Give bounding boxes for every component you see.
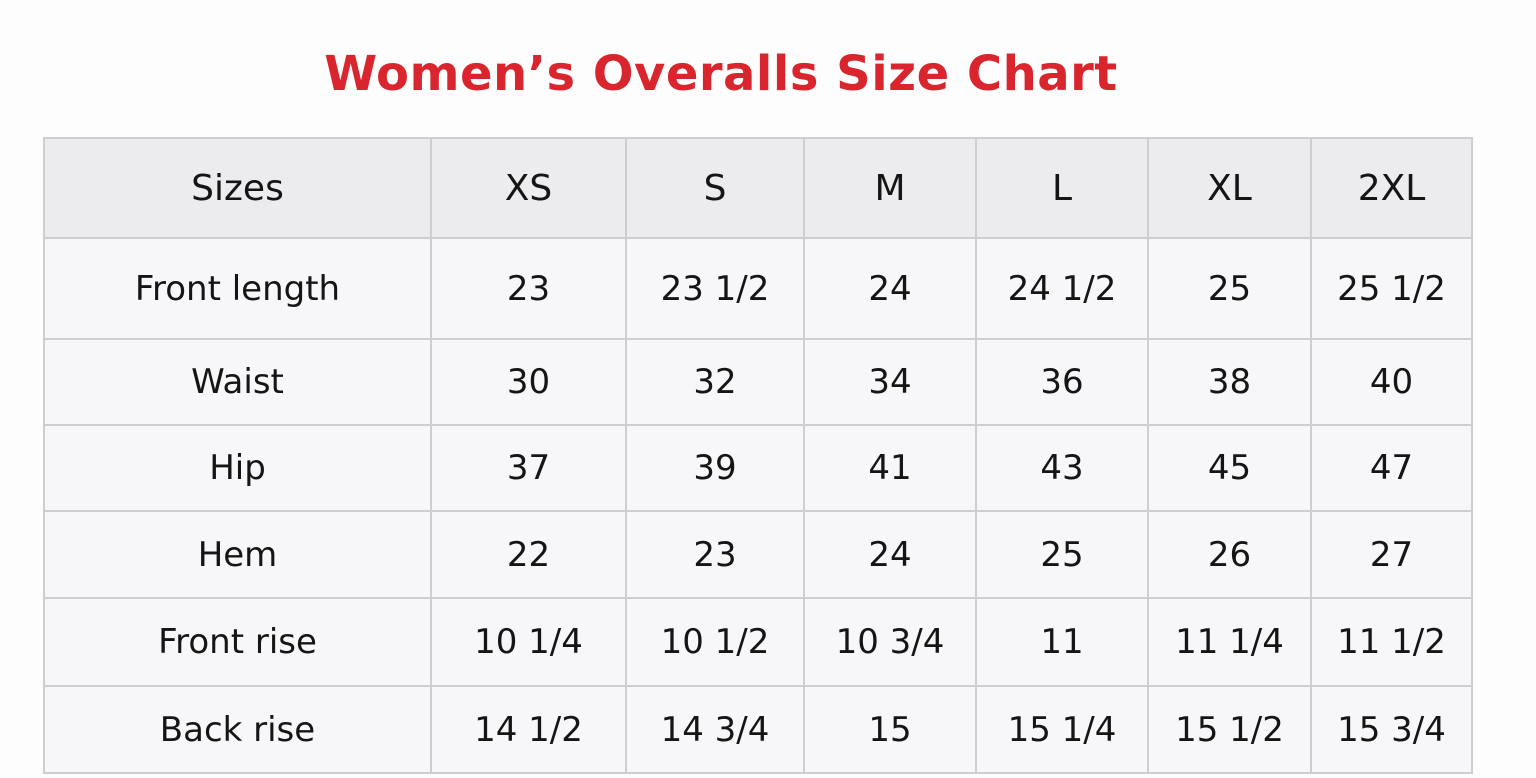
- table-row: Front rise 10 1/4 10 1/2 10 3/4 11 11 1/4 11 1…: [43, 597, 1473, 687]
- table-row: Waist 30 32 34 36 38 40: [43, 338, 1473, 426]
- row-label: Front rise: [43, 597, 432, 687]
- table-cell: 11 1/4: [1147, 597, 1312, 687]
- header-cell: XL: [1147, 137, 1312, 239]
- row-label: Back rise: [43, 685, 432, 774]
- row-label: Front length: [43, 237, 432, 340]
- table-cell: 15 1/2: [1147, 685, 1312, 774]
- table-cell: 37: [430, 424, 627, 512]
- table-cell: 14 3/4: [625, 685, 805, 774]
- table-cell: 11: [975, 597, 1149, 687]
- table-cell: 11 1/2: [1310, 597, 1473, 687]
- table-cell: 32: [625, 338, 805, 426]
- table-row: Back rise 14 1/2 14 3/4 15 15 1/4 15 1/2 15 3/…: [43, 685, 1473, 774]
- table-cell: 25 1/2: [1310, 237, 1473, 340]
- table-cell: 41: [803, 424, 977, 512]
- header-cell: 2XL: [1310, 137, 1473, 239]
- header-cell: M: [803, 137, 977, 239]
- size-table: Sizes XS S M L XL 2XL Front length 23 23 1/2 24 24 …: [43, 137, 1473, 774]
- table-cell: 14 1/2: [430, 685, 627, 774]
- table-cell: 25: [1147, 237, 1312, 340]
- table-cell: 40: [1310, 338, 1473, 426]
- table-cell: 26: [1147, 510, 1312, 599]
- table-row: Hip 37 39 41 43 45 47: [43, 424, 1473, 512]
- table-cell: 10 3/4: [803, 597, 977, 687]
- table-cell: 10 1/4: [430, 597, 627, 687]
- table-cell: 15 3/4: [1310, 685, 1473, 774]
- table-cell: 25: [975, 510, 1149, 599]
- table-row: Hem 22 23 24 25 26 27: [43, 510, 1473, 599]
- table-cell: 15: [803, 685, 977, 774]
- table-cell: 45: [1147, 424, 1312, 512]
- table-cell: 23: [430, 237, 627, 340]
- row-label: Hip: [43, 424, 432, 512]
- table-cell: 47: [1310, 424, 1473, 512]
- table-cell: 23 1/2: [625, 237, 805, 340]
- header-cell: XS: [430, 137, 627, 239]
- page-title: Women’s Overalls Size Chart: [324, 46, 1118, 102]
- table-cell: 43: [975, 424, 1149, 512]
- header-row: Sizes XS S M L XL 2XL: [43, 137, 1473, 239]
- table-cell: 24: [803, 237, 977, 340]
- table-cell: 27: [1310, 510, 1473, 599]
- header-cell: L: [975, 137, 1149, 239]
- table-cell: 15 1/4: [975, 685, 1149, 774]
- table-cell: 39: [625, 424, 805, 512]
- header-cell: S: [625, 137, 805, 239]
- row-label: Hem: [43, 510, 432, 599]
- table-row: Front length 23 23 1/2 24 24 1/2 25 25 1/2: [43, 237, 1473, 340]
- header-cell: Sizes: [43, 137, 432, 239]
- table-cell: 23: [625, 510, 805, 599]
- table-cell: 22: [430, 510, 627, 599]
- table-cell: 36: [975, 338, 1149, 426]
- table-cell: 24: [803, 510, 977, 599]
- table-cell: 30: [430, 338, 627, 426]
- table-cell: 24 1/2: [975, 237, 1149, 340]
- table-cell: 34: [803, 338, 977, 426]
- row-label: Waist: [43, 338, 432, 426]
- table-cell: 38: [1147, 338, 1312, 426]
- table-cell: 10 1/2: [625, 597, 805, 687]
